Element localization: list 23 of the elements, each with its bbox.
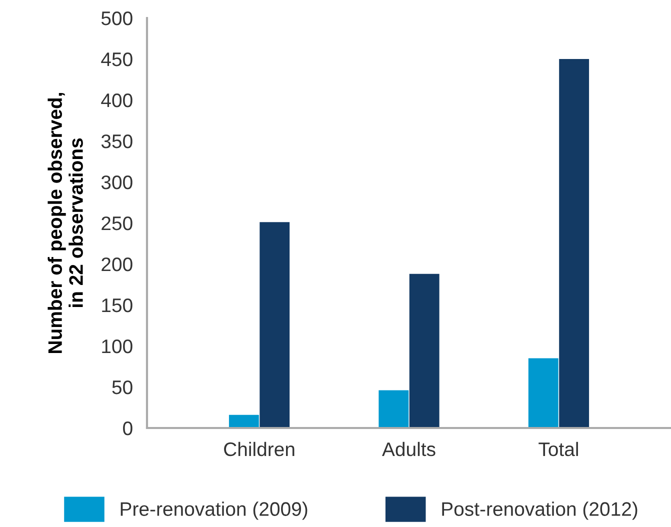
y-axis-title: Number of people observed, in 22 observations bbox=[48, 93, 83, 353]
y-tick-label: 250 bbox=[102, 216, 132, 230]
bar bbox=[528, 358, 558, 428]
y-tick-label: 400 bbox=[101, 93, 132, 108]
x-tick-label: Children bbox=[224, 442, 294, 456]
legend-label: Pre-renovation (2009) bbox=[120, 502, 308, 520]
y-tick-label: 200 bbox=[102, 257, 132, 272]
y-tick-label: 150 bbox=[102, 298, 132, 312]
bar bbox=[260, 222, 290, 428]
y-tick-label: 500 bbox=[101, 11, 132, 26]
bar bbox=[228, 414, 259, 428]
x-tick-label: Total bbox=[538, 442, 578, 456]
y-tick-label: 50 bbox=[112, 380, 132, 394]
y-tick-label: 450 bbox=[101, 52, 132, 66]
y-tick-label: 300 bbox=[101, 175, 132, 190]
bar bbox=[378, 390, 409, 428]
y-tick-label: 0 bbox=[123, 421, 132, 436]
bar bbox=[559, 59, 590, 428]
y-tick-label: 100 bbox=[102, 339, 132, 354]
legend-label: Post-renovation (2012) bbox=[442, 502, 638, 520]
y-tick-label: 350 bbox=[101, 134, 132, 148]
x-tick-label: Adults bbox=[382, 442, 436, 456]
bar bbox=[409, 274, 440, 428]
